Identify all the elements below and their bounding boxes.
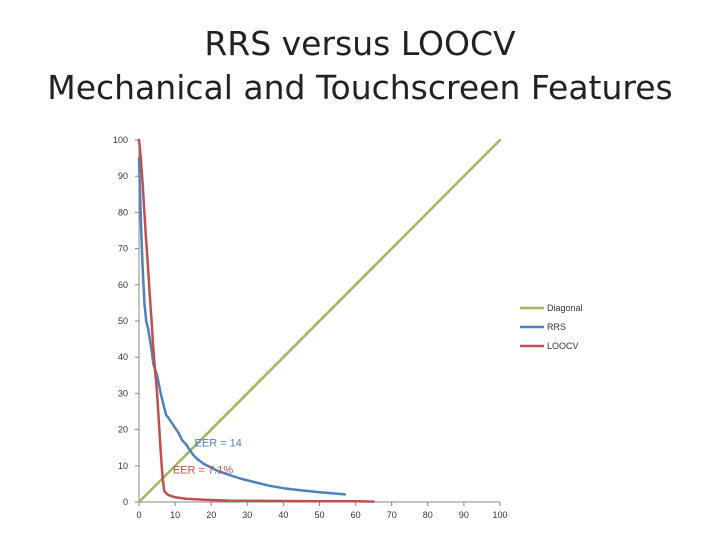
x-tick-label: 80 [423,510,433,520]
x-tick-label: 0 [136,510,141,520]
y-tick-label: 40 [118,352,128,362]
y-tick-label: 100 [113,135,128,145]
y-tick-label: 70 [118,244,128,254]
y-tick-label: 60 [118,280,128,290]
legend-label: RRS [547,322,566,332]
y-tick-label: 20 [118,425,128,435]
x-tick-label: 20 [206,510,216,520]
chart-legend: Diagonal RRS LOOCV [520,303,583,351]
x-tick-label: 40 [278,510,288,520]
legend-item-diagonal: Diagonal [520,303,583,313]
y-tick-label: 90 [118,171,128,181]
chart-title: RRS versus LOOCV Mechanical and Touchscr… [0,22,720,110]
x-tick-label: 50 [314,510,324,520]
y-tick-label: 30 [118,388,128,398]
y-tick-label: 0 [123,497,128,507]
y-tick-label: 10 [118,461,128,471]
x-tick-label: 10 [170,510,180,520]
x-tick-label: 70 [387,510,397,520]
legend-label: Diagonal [547,303,583,313]
series-line-loocv [137,138,375,503]
chart-annotations: EER = 14 EER = 7.1% [173,437,242,476]
eer-annotation-2: EER = 7.1% [173,464,233,476]
y-tick-label: 50 [118,316,128,326]
y-tick-label: 80 [118,207,128,217]
chart-title-line-1: RRS versus LOOCV [204,24,516,63]
eer-annotation-1: EER = 14 [195,437,242,449]
legend-label: LOOCV [547,341,579,351]
legend-item-loocv: LOOCV [520,341,579,351]
series-line-rrs [137,156,347,496]
series-line-diagonal [137,138,502,504]
x-tick-label: 100 [492,510,507,520]
legend-item-rrs: RRS [520,322,566,332]
chart-series [137,138,502,504]
x-tick-label: 30 [242,510,252,520]
x-tick-label: 90 [459,510,469,520]
x-tick-label: 60 [351,510,361,520]
chart-title-line-2: Mechanical and Touchscreen Features [47,68,673,107]
